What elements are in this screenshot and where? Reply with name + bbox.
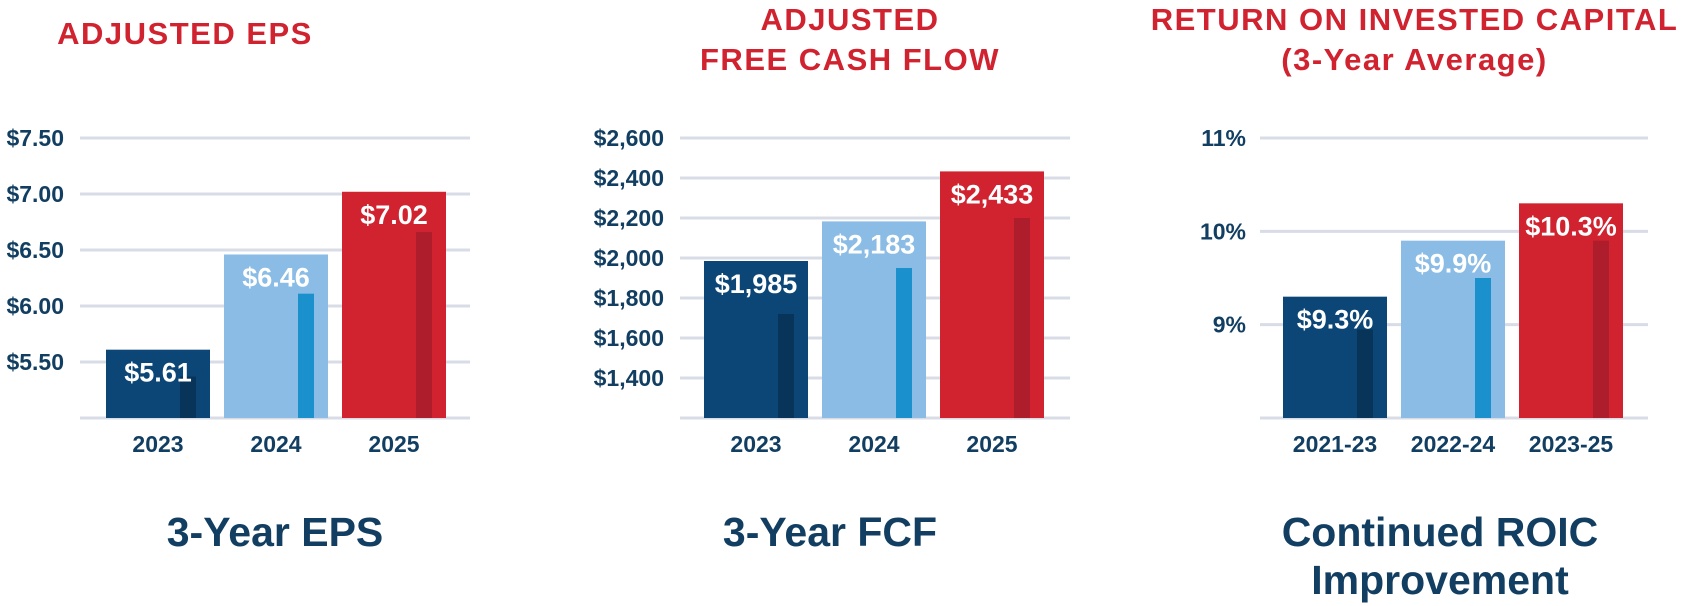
roic-bar-accent <box>1475 278 1491 418</box>
fcf-title: ADJUSTED FREE CASH FLOW <box>660 0 1040 80</box>
fcf-ytick-label: $2,600 <box>594 125 664 151</box>
fcf-category-label: 2023 <box>730 431 781 457</box>
roic-bar-accent <box>1593 240 1609 418</box>
eps-bar-accent <box>298 293 314 418</box>
roic-title: RETURN ON INVESTED CAPITAL (3-Year Avera… <box>1130 0 1699 80</box>
roic-caption: Continued ROIC Improvement <box>1260 508 1620 604</box>
fcf-ytick-label: $1,400 <box>594 365 664 391</box>
roic-category-label: 2023-25 <box>1529 431 1614 457</box>
eps-ytick-label: $6.50 <box>6 237 64 263</box>
fcf-ytick-label: $2,400 <box>594 165 664 191</box>
roic-bar-accent <box>1357 329 1373 418</box>
roic-panel: RETURN ON INVESTED CAPITAL (3-Year Avera… <box>1130 0 1699 606</box>
eps-category-label: 2025 <box>368 431 419 457</box>
roic-ytick-label: 9% <box>1213 312 1246 338</box>
fcf-bar-accent <box>1014 218 1030 418</box>
eps-ytick-label: $6.00 <box>6 293 64 319</box>
fcf-title-line-2: FREE CASH FLOW <box>700 42 1000 77</box>
eps-category-label: 2024 <box>250 431 301 457</box>
fcf-ytick-label: $1,600 <box>594 325 664 351</box>
eps-bar-accent <box>180 376 196 418</box>
eps-ytick-label: $7.50 <box>6 125 64 151</box>
roic-value-label: $9.9% <box>1415 249 1492 279</box>
fcf-chart: $1,400 $1,600 $1,800 $2,000 $2,200 $2,400 $2,6… <box>594 125 1070 457</box>
eps-value-label: $5.61 <box>124 358 192 388</box>
fcf-ytick-label: $2,000 <box>594 245 664 271</box>
fcf-category-label: 2024 <box>848 431 899 457</box>
roic-value-label: $9.3% <box>1297 305 1374 335</box>
eps-panel: ADJUSTED EPS $5.50 $6.00 $6.50 $7.00 $7.50 $5… <box>0 0 520 606</box>
eps-value-label: $7.02 <box>360 200 428 230</box>
eps-ytick-label: $7.00 <box>6 181 64 207</box>
eps-title-line-1: ADJUSTED EPS <box>57 16 313 51</box>
fcf-bar-accent <box>778 314 794 418</box>
fcf-caption-line-1: 3-Year FCF <box>722 509 938 555</box>
roic-value-label: $10.3% <box>1525 211 1617 241</box>
fcf-title-line-1: ADJUSTED <box>760 2 940 37</box>
eps-chart: $5.50 $6.00 $6.50 $7.00 $7.50 $5.61 2023 $6.46 2… <box>6 125 470 457</box>
fcf-value-label: $2,183 <box>833 229 916 259</box>
eps-caption-line-1: 3-Year EPS <box>166 509 384 555</box>
roic-ytick-label: 11% <box>1201 125 1246 151</box>
eps-category-label: 2023 <box>132 431 183 457</box>
roic-chart: 9% 10% 11% $9.3% 2021-23 $9.9% 2022-24 $10.3% 20… <box>1200 125 1648 457</box>
fcf-value-label: $1,985 <box>715 269 798 299</box>
eps-bar-accent <box>416 232 432 418</box>
roic-category-label: 2022-24 <box>1411 431 1496 457</box>
roic-caption-line-2: Improvement <box>1311 557 1569 603</box>
fcf-ytick-label: $2,200 <box>594 205 664 231</box>
roic-ytick-label: 10% <box>1200 218 1246 244</box>
fcf-caption: 3-Year FCF <box>640 508 1020 556</box>
fcf-panel: ADJUSTED FREE CASH FLOW $1,400 $1,600 $1,8… <box>560 0 1100 606</box>
eps-ytick-label: $5.50 <box>6 349 64 375</box>
eps-value-label: $6.46 <box>242 262 310 292</box>
eps-title: ADJUSTED EPS <box>20 14 350 54</box>
fcf-ytick-label: $1,800 <box>594 285 664 311</box>
roic-category-label: 2021-23 <box>1293 431 1377 457</box>
eps-caption: 3-Year EPS <box>0 508 550 556</box>
roic-caption-line-1: Continued ROIC <box>1281 509 1599 555</box>
roic-title-line-2: (3-Year Average) <box>1281 42 1548 77</box>
fcf-category-label: 2025 <box>966 431 1017 457</box>
fcf-value-label: $2,433 <box>951 179 1034 209</box>
roic-title-line-1: RETURN ON INVESTED CAPITAL <box>1150 2 1679 37</box>
fcf-bar-accent <box>896 268 912 418</box>
